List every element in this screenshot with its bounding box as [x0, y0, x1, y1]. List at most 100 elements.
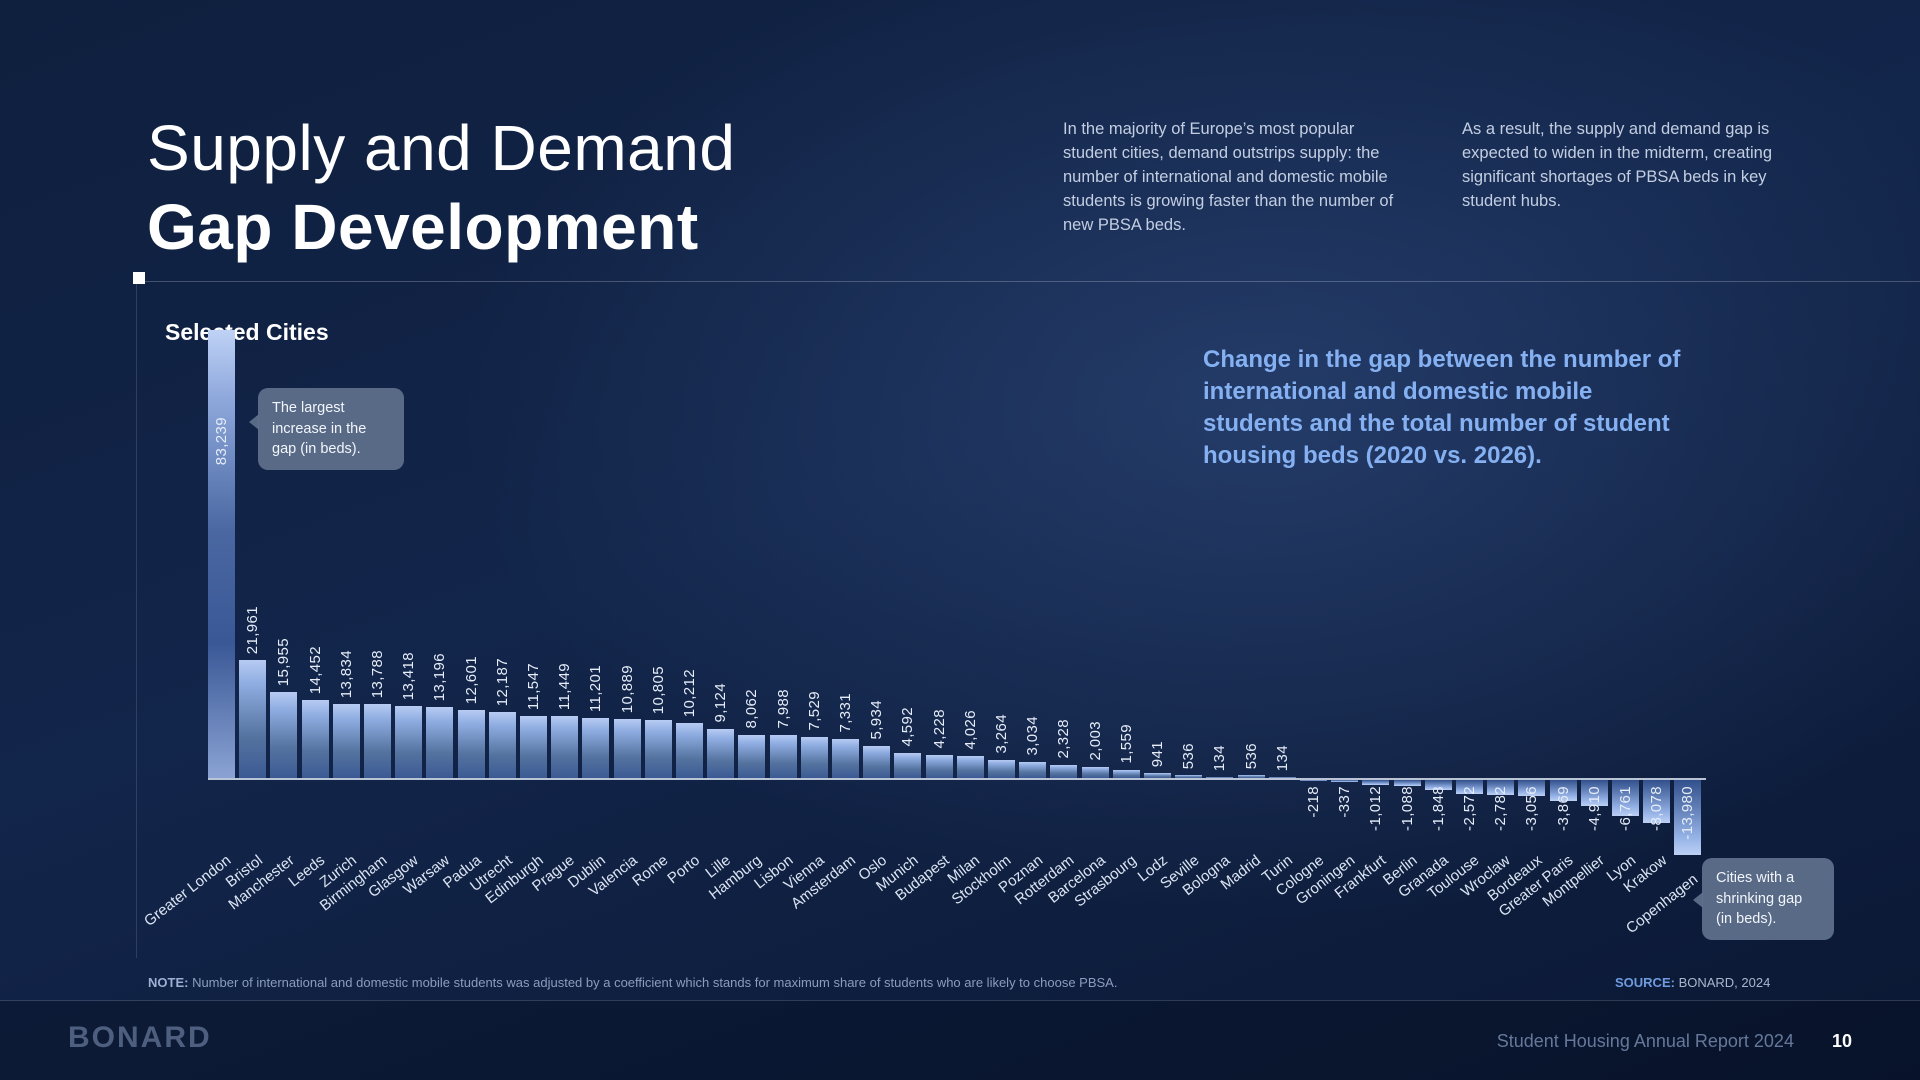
source-text: BONARD, 2024 — [1674, 975, 1771, 990]
bar-value-label-bristol: 21,961 — [244, 605, 262, 654]
bar-montpellier — [1580, 780, 1608, 806]
bar-value-label-warsaw: 13,196 — [431, 652, 449, 701]
city-label-greater-london: Greater London — [141, 851, 235, 930]
bar-value-label-birmingham: 13,788 — [369, 649, 386, 698]
footer-right: Student Housing Annual Report 2024 10 — [1497, 1031, 1852, 1052]
bar-lodz — [1144, 773, 1171, 778]
bar-bologna — [1206, 777, 1234, 778]
bar-value-label-utrecht: 12,187 — [493, 657, 511, 706]
chart-subtitle: Selected Cities — [165, 319, 329, 346]
bar-hamburg — [738, 735, 766, 778]
tooltip-shrinking-gap: Cities with a shrinking gap (in beds). — [1693, 858, 1834, 940]
bar-seville — [1175, 775, 1203, 778]
bar-value-label-glasgow: 13,418 — [400, 651, 418, 700]
city-label-rome: Rome — [629, 851, 672, 890]
bar-groningen — [1331, 780, 1359, 782]
note-text: Number of international and domestic mob… — [188, 975, 1118, 990]
bar-value-label-edinburgh: 11,547 — [525, 662, 542, 710]
bar-value-label-greater-paris: -3,869 — [1554, 786, 1572, 831]
bar-value-label-seville: 536 — [1180, 742, 1198, 769]
bar-utrecht — [488, 712, 516, 778]
bar-value-label-berlin: -1,088 — [1398, 786, 1416, 831]
city-label-porto: Porto — [664, 851, 703, 888]
intro-paragraph-2: As a result, the supply and demand gap i… — [1462, 119, 1772, 210]
bar-lyon — [1612, 780, 1639, 816]
bonard-logo: BONARD — [68, 1021, 212, 1054]
bar-warsaw — [426, 707, 454, 778]
bar-value-label-lille: 9,124 — [712, 683, 730, 723]
header-divider — [140, 281, 1920, 282]
bar-value-label-turin: 134 — [1273, 744, 1291, 771]
bar-value-label-munich: 4,592 — [899, 707, 917, 747]
bar-value-label-vienna: 7,529 — [805, 691, 823, 731]
bar-value-label-granada: -1,848 — [1429, 786, 1447, 831]
bar-value-label-budapest: 4,228 — [930, 709, 948, 749]
bar-budapest — [925, 755, 953, 778]
bar-turin — [1268, 777, 1296, 778]
bar-value-label-rome: 10,805 — [649, 665, 667, 714]
bar-value-label-bordeaux: -3,056 — [1523, 786, 1541, 831]
chart-description: Change in the gap between the number of … — [1203, 346, 1681, 469]
bar-value-label-barcelona: 2,003 — [1086, 721, 1104, 761]
bar-birmingham — [364, 704, 391, 778]
bar-valencia — [613, 719, 641, 778]
bar-value-label-groningen: -337 — [1336, 786, 1354, 818]
bar-value-label-zurich: 13,834 — [337, 649, 355, 698]
bar-lille — [707, 729, 735, 778]
bar-oslo — [863, 746, 891, 778]
bar-frankfurt — [1362, 780, 1390, 785]
bar-edinburgh — [520, 716, 547, 778]
bar-value-label-wroclaw: -2,782 — [1492, 786, 1510, 831]
page-number: 10 — [1831, 1031, 1852, 1051]
bar-value-label-copenhagen: -13,980 — [1679, 786, 1697, 840]
page-title-line2: Gap Development — [147, 190, 699, 263]
bar-value-label-oslo: 5,934 — [868, 700, 886, 740]
bar-dublin — [582, 718, 610, 778]
bar-poznan — [1019, 762, 1047, 778]
header-square-marker — [133, 272, 145, 284]
bar-strasbourg — [1112, 770, 1140, 778]
bar-porto — [676, 723, 703, 778]
bar-value-label-strasbourg: 1,559 — [1117, 724, 1135, 764]
bar-lisbon — [769, 735, 797, 778]
x-axis-line — [208, 778, 1706, 780]
tooltip-largest-increase: The largest increase in the gap (in beds… — [249, 388, 404, 470]
bar-manchester — [270, 692, 298, 778]
bar-padua — [457, 710, 485, 778]
bar-bordeaux — [1518, 780, 1546, 796]
bar-value-label-cologne: -218 — [1305, 786, 1322, 818]
bar-chart: 83,239 Greater London 21,961 Bristol 15,955 M… — [141, 330, 1706, 950]
bar-greater-london — [208, 330, 235, 778]
bar-zurich — [332, 704, 360, 778]
bar-madrid — [1237, 775, 1265, 778]
bar-value-label-dublin: 11,201 — [587, 664, 605, 712]
bar-vienna — [800, 737, 828, 778]
bar-krakow — [1643, 780, 1671, 823]
note-label: NOTE: — [148, 975, 189, 990]
bar-value-label-greater-london: 83,239 — [213, 416, 230, 465]
bar-value-label-stockholm: 3,264 — [993, 714, 1010, 754]
bar-value-label-rotterdam: 2,328 — [1055, 719, 1073, 759]
bar-value-label-porto: 10,212 — [681, 668, 698, 717]
page-title: Supply and Demand Gap Development — [147, 109, 735, 267]
bar-value-label-bologna: 134 — [1211, 744, 1229, 771]
bar-value-label-hamburg: 8,062 — [743, 689, 761, 729]
bar-rome — [644, 720, 672, 778]
left-rule-line — [136, 282, 137, 958]
bar-greater-paris — [1549, 780, 1577, 801]
bar-value-label-lisbon: 7,988 — [774, 689, 792, 729]
bar-value-label-lyon: -6,761 — [1617, 786, 1634, 831]
bar-rotterdam — [1050, 765, 1078, 778]
bar-milan — [956, 756, 984, 778]
chart-note: NOTE: Number of international and domest… — [148, 975, 1117, 990]
bar-value-label-valencia: 10,889 — [618, 664, 636, 713]
footer-background — [0, 1001, 1920, 1080]
bar-value-label-krakow: -8,078 — [1648, 786, 1666, 831]
bar-barcelona — [1081, 767, 1109, 778]
intro-paragraph-1: In the majority of Europe’s most popular… — [1063, 119, 1394, 234]
bar-value-label-lodz: 941 — [1149, 740, 1166, 767]
bar-leeds — [301, 700, 329, 778]
bar-stockholm — [988, 760, 1015, 778]
bar-wroclaw — [1487, 780, 1515, 795]
